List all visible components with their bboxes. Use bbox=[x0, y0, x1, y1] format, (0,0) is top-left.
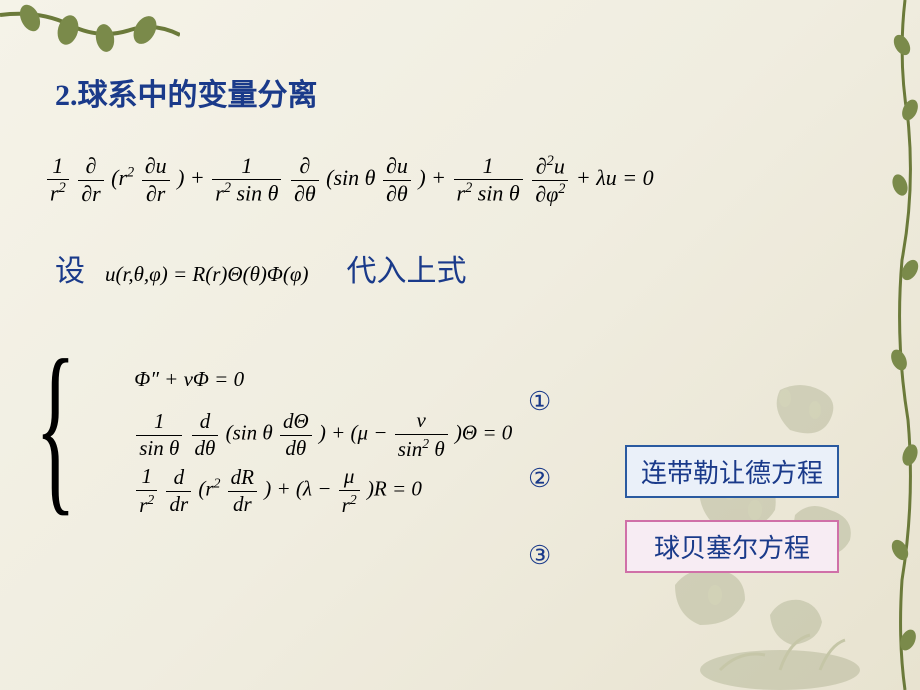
legendre-box: 连带勒让德方程 bbox=[625, 445, 839, 498]
equation-name-boxes: 连带勒让德方程 球贝塞尔方程 bbox=[625, 445, 839, 573]
marker-1: ① bbox=[528, 382, 551, 422]
left-brace: { bbox=[35, 337, 76, 525]
marker-2: ② bbox=[528, 459, 551, 499]
assume-suffix: 代入上式 bbox=[346, 246, 466, 290]
system-eq-3: 1r2 ddr (r2 dRdr ) + (λ − μr2 )R = 0 bbox=[134, 465, 422, 516]
main-pde-equation: 1r2 ∂∂r (r2 ∂u∂r ) + 1r2 sin θ ∂∂θ (sin … bbox=[45, 154, 865, 206]
system-eq-1: Φ″ + νΦ = 0 bbox=[134, 367, 244, 392]
assumption-equation: u(r,θ,φ) = R(r)Θ(θ)Φ(φ) bbox=[105, 262, 308, 287]
equation-markers: ① ② ③ bbox=[528, 382, 551, 576]
assume-prefix: 设 bbox=[55, 246, 85, 290]
slide-content: 2.球系中的变量分离 1r2 ∂∂r (r2 ∂u∂r ) + 1r2 sin … bbox=[0, 0, 920, 555]
marker-3: ③ bbox=[528, 536, 551, 576]
section-title: 2.球系中的变量分离 bbox=[55, 70, 865, 114]
assumption-line: 设 u(r,θ,φ) = R(r)Θ(θ)Φ(φ) 代入上式 bbox=[55, 246, 865, 290]
bessel-box: 球贝塞尔方程 bbox=[625, 520, 839, 573]
system-eq-2: 1sin θ ddθ (sin θ dΘdθ ) + (μ − νsin2 θ … bbox=[134, 409, 512, 460]
